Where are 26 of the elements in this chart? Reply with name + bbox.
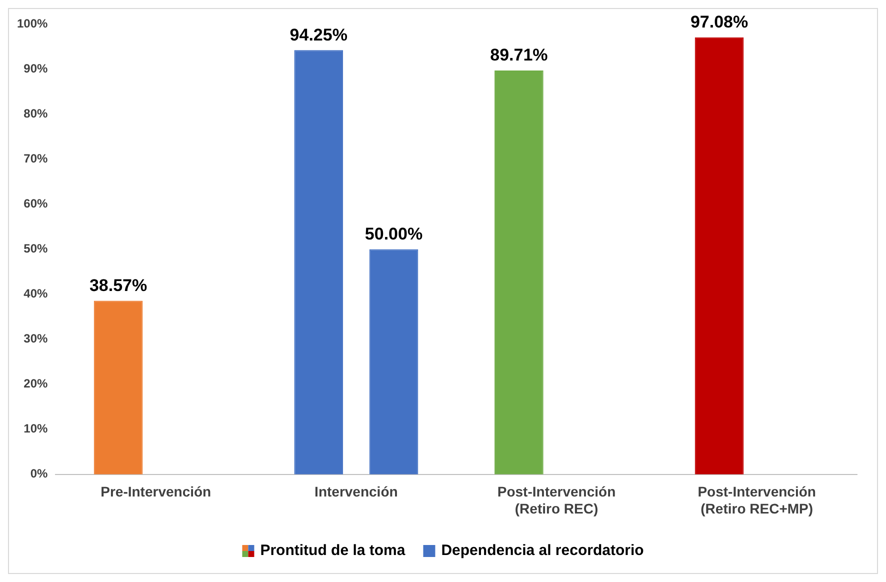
x-tick-label: Intervención: [314, 484, 398, 500]
data-label: 38.57%: [89, 276, 148, 295]
y-tick-label: 100%: [16, 16, 48, 31]
bar: [494, 70, 544, 474]
bar: [369, 249, 418, 474]
y-tick-label: 60%: [24, 196, 48, 211]
x-tick-label: Pre-Intervención: [100, 484, 212, 500]
y-tick-label: 90%: [24, 62, 48, 76]
data-label: 89.71%: [490, 46, 548, 65]
y-tick-label: 70%: [24, 152, 48, 166]
bar: [94, 300, 143, 474]
x-tick-label: Post-Intervención (Retiro REC+MP): [698, 484, 816, 516]
y-tick-label: 40%: [24, 286, 48, 301]
bar: [694, 37, 744, 474]
y-tick-label: 80%: [24, 106, 48, 121]
y-tick-label: 30%: [24, 332, 48, 346]
y-tick-label: 50%: [24, 242, 48, 256]
legend-label: Prontitud de la toma: [260, 542, 406, 560]
data-label: 94.25%: [290, 25, 348, 44]
legend-label: Dependencia al recordatorio: [441, 542, 644, 560]
y-tick-label: 0%: [30, 466, 48, 481]
y-tick-label: 20%: [24, 376, 48, 391]
y-tick-label: 10%: [24, 422, 48, 436]
data-label: 97.08%: [690, 12, 748, 32]
x-tick-label: Post-Intervención (Retiro REC): [497, 484, 616, 516]
data-label: 50.00%: [364, 224, 423, 244]
